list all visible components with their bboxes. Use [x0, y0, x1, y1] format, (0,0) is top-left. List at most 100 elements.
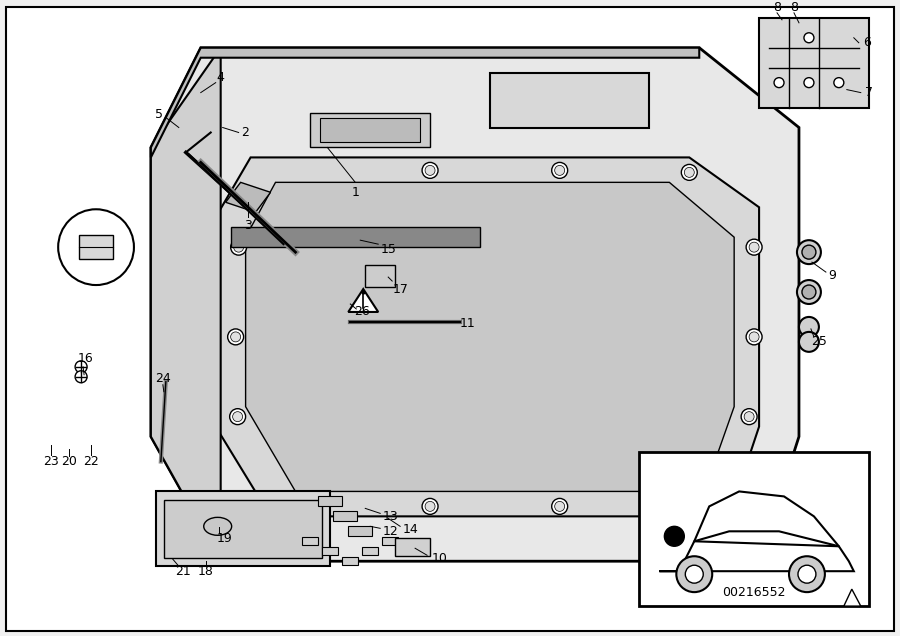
- Text: 12: 12: [382, 525, 398, 538]
- Text: 00216552: 00216552: [723, 586, 786, 599]
- Text: 6: 6: [863, 36, 870, 49]
- Circle shape: [744, 411, 754, 422]
- Text: 1: 1: [351, 186, 359, 199]
- Bar: [79, 235, 113, 259]
- Text: 16: 16: [77, 352, 93, 365]
- Circle shape: [228, 329, 244, 345]
- Bar: [382, 537, 398, 545]
- Bar: [348, 527, 373, 536]
- Bar: [363, 547, 378, 555]
- Circle shape: [741, 409, 757, 425]
- Circle shape: [671, 483, 688, 499]
- Circle shape: [802, 285, 816, 299]
- Text: 3: 3: [244, 219, 251, 232]
- Circle shape: [234, 242, 244, 252]
- Ellipse shape: [203, 517, 231, 536]
- Bar: [395, 538, 430, 556]
- Circle shape: [230, 409, 246, 425]
- Circle shape: [232, 411, 243, 422]
- Text: 5: 5: [155, 108, 163, 121]
- Text: 2: 2: [240, 126, 248, 139]
- Polygon shape: [216, 158, 759, 516]
- Circle shape: [75, 371, 87, 383]
- Text: 14: 14: [402, 523, 418, 536]
- Circle shape: [58, 209, 134, 285]
- Text: 24: 24: [155, 372, 171, 385]
- Circle shape: [554, 501, 564, 511]
- Text: 9: 9: [828, 268, 836, 282]
- Circle shape: [802, 245, 816, 259]
- Circle shape: [684, 167, 694, 177]
- Text: 4: 4: [217, 71, 225, 84]
- Circle shape: [674, 487, 684, 497]
- Circle shape: [664, 527, 684, 546]
- Text: 17: 17: [392, 282, 408, 296]
- Circle shape: [797, 240, 821, 264]
- Polygon shape: [226, 183, 271, 212]
- Text: 23: 23: [43, 455, 59, 468]
- Circle shape: [681, 164, 698, 181]
- Text: 26: 26: [355, 305, 370, 319]
- Circle shape: [798, 565, 816, 583]
- Polygon shape: [151, 48, 699, 158]
- Bar: [319, 497, 342, 506]
- Circle shape: [804, 78, 814, 88]
- Polygon shape: [844, 589, 860, 606]
- Text: 13: 13: [382, 510, 398, 523]
- Bar: [230, 227, 480, 247]
- Text: 10: 10: [432, 552, 448, 565]
- Polygon shape: [246, 183, 734, 492]
- Circle shape: [230, 332, 240, 342]
- Circle shape: [676, 556, 712, 592]
- Text: 19: 19: [217, 532, 232, 545]
- Text: 15: 15: [380, 243, 396, 256]
- Circle shape: [799, 317, 819, 337]
- Bar: [365, 265, 395, 287]
- Bar: [320, 118, 420, 142]
- Bar: [322, 547, 338, 555]
- Text: 8: 8: [790, 1, 798, 15]
- Circle shape: [774, 78, 784, 88]
- Polygon shape: [348, 289, 378, 312]
- Bar: [342, 557, 358, 565]
- Circle shape: [799, 332, 819, 352]
- Circle shape: [746, 329, 762, 345]
- Circle shape: [804, 33, 814, 43]
- Circle shape: [422, 162, 438, 178]
- Circle shape: [230, 239, 247, 255]
- Circle shape: [292, 499, 309, 515]
- Circle shape: [749, 242, 759, 252]
- Text: 22: 22: [83, 455, 99, 468]
- Bar: [759, 18, 868, 107]
- Text: 18: 18: [198, 565, 213, 577]
- Text: 21: 21: [175, 565, 191, 577]
- Bar: [490, 73, 650, 127]
- Circle shape: [746, 239, 762, 255]
- Circle shape: [425, 165, 435, 176]
- Text: 7: 7: [865, 86, 873, 99]
- Bar: [164, 501, 322, 558]
- Circle shape: [554, 165, 564, 176]
- Text: 11: 11: [460, 317, 476, 331]
- Bar: [639, 452, 868, 606]
- Circle shape: [552, 162, 568, 178]
- Text: 25: 25: [811, 335, 827, 349]
- Circle shape: [834, 78, 844, 88]
- Bar: [333, 511, 357, 522]
- Text: 8: 8: [773, 1, 781, 15]
- Circle shape: [685, 565, 703, 583]
- Polygon shape: [151, 48, 799, 561]
- Circle shape: [425, 501, 435, 511]
- Circle shape: [75, 361, 87, 373]
- Circle shape: [422, 499, 438, 515]
- Bar: [302, 537, 319, 545]
- Bar: [156, 492, 330, 566]
- Circle shape: [789, 556, 825, 592]
- Circle shape: [797, 280, 821, 304]
- Circle shape: [749, 332, 759, 342]
- Circle shape: [295, 501, 305, 511]
- Bar: [310, 113, 430, 148]
- Polygon shape: [151, 48, 220, 561]
- Circle shape: [552, 499, 568, 515]
- Text: 20: 20: [61, 455, 77, 468]
